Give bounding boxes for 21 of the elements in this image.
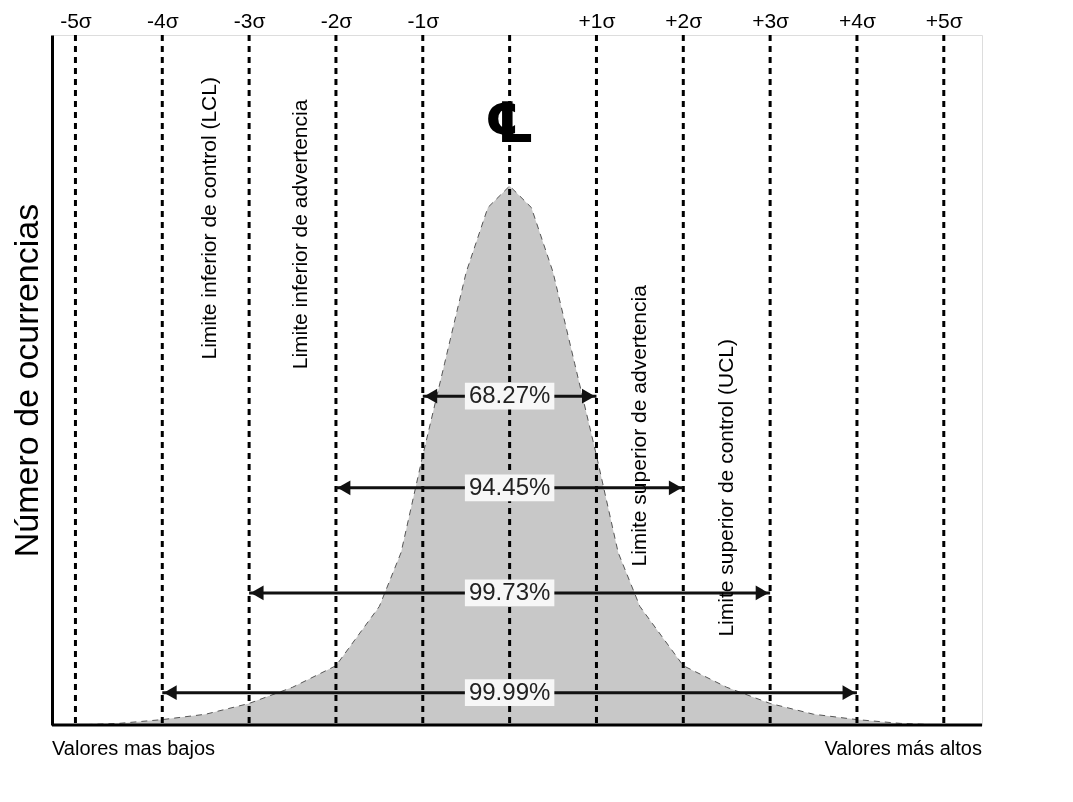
x-tick-label: -3σ [233, 8, 266, 32]
annotation: Limite inferior de advertencia [288, 99, 312, 370]
annotation: Limite superior de control (UCL) [713, 339, 737, 637]
annotation: Limite superior de advertencia [626, 284, 650, 567]
annotation: 94.45% [468, 472, 551, 500]
text: Valores más altos [824, 737, 982, 759]
annotation: Limite inferior de control (LCL) [197, 77, 221, 360]
annotation: 68.27% [468, 381, 551, 409]
x-tick-label: -2σ [320, 8, 353, 32]
y-axis-title: Número de ocurrencias [6, 203, 45, 558]
x-tick-label: +4σ [839, 8, 876, 32]
x-tick-label: +2σ [665, 8, 703, 32]
x-tick-label: -4σ [146, 8, 179, 32]
text: Valores mas bajos [52, 737, 216, 759]
x-tick-label: +3σ [752, 8, 790, 32]
x-tick-label: +5σ [925, 8, 963, 32]
annotation: 99.73% [468, 577, 551, 605]
x-tick-label: -1σ [407, 8, 440, 32]
x-tick-label: +1σ [578, 8, 616, 32]
x-tick-label: -5σ [60, 8, 92, 32]
annotation: 99.99% [468, 677, 551, 705]
